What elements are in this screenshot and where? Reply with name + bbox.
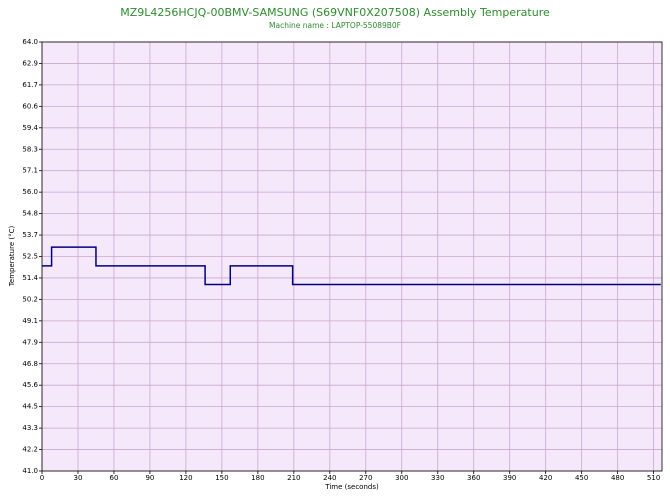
x-tick-label: 300 (395, 474, 408, 482)
y-tick-label: 61.7 (22, 81, 38, 89)
x-tick-label: 270 (359, 474, 372, 482)
y-tick-label: 50.2 (22, 295, 38, 303)
x-tick-label: 120 (179, 474, 192, 482)
y-tick-label: 49.1 (22, 317, 38, 325)
x-tick-label: 450 (575, 474, 588, 482)
x-axis-label: Time (seconds) (324, 483, 379, 491)
chart-subtitle: Machine name : LAPTOP-55089B0F (269, 21, 401, 30)
x-tick-label: 60 (109, 474, 118, 482)
chart-title: MZ9L4256HCJQ-00BMV-SAMSUNG (S69VNF0X2075… (120, 6, 550, 19)
y-tick-label: 42.2 (22, 446, 38, 454)
y-tick-label: 47.9 (22, 338, 38, 346)
x-tick-label: 240 (323, 474, 336, 482)
y-tick-label: 57.1 (22, 167, 38, 175)
x-tick-label: 420 (539, 474, 552, 482)
y-tick-label: 64.0 (22, 38, 38, 46)
y-tick-label: 56.0 (22, 188, 38, 196)
y-tick-label: 54.8 (22, 210, 38, 218)
y-tick-label: 45.6 (22, 381, 38, 389)
x-tick-label: 480 (611, 474, 624, 482)
x-tick-label: 210 (287, 474, 300, 482)
y-tick-label: 58.3 (22, 145, 38, 153)
data-line (42, 246, 661, 286)
y-tick-label: 52.5 (22, 253, 38, 261)
x-tick-label: 510 (647, 474, 660, 482)
y-tick-label: 59.4 (22, 124, 38, 132)
y-tick-label: 51.4 (22, 274, 38, 282)
y-axis-label: Temperature (°C) (8, 226, 16, 288)
y-tick-label: 43.3 (22, 424, 38, 432)
y-tick-label: 41.0 (22, 467, 38, 475)
x-tick-label: 390 (503, 474, 516, 482)
x-tick-label: 150 (215, 474, 228, 482)
y-tick-label: 60.6 (22, 102, 38, 110)
y-tick-label: 44.5 (22, 403, 38, 411)
y-tick-label: 53.7 (22, 231, 38, 239)
plot-border (41, 41, 663, 472)
x-tick-label: 180 (251, 474, 264, 482)
x-tick-label: 90 (145, 474, 154, 482)
y-tick-label: 62.9 (22, 59, 38, 67)
x-tick-label: 0 (40, 474, 44, 482)
x-tick-label: 360 (467, 474, 480, 482)
x-tick-label: 330 (431, 474, 444, 482)
x-tick-label: 30 (74, 474, 83, 482)
y-tick-label: 46.8 (22, 360, 38, 368)
